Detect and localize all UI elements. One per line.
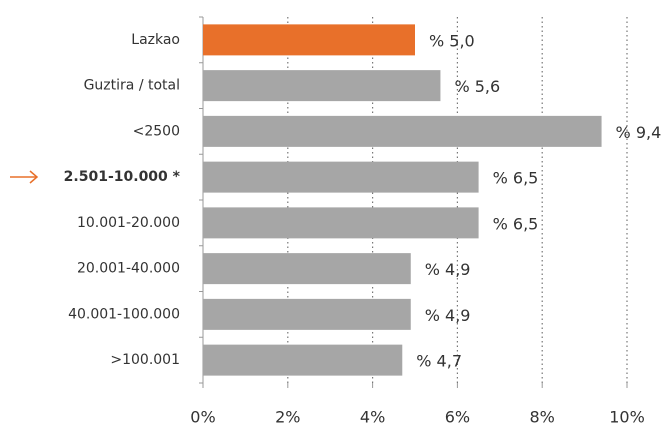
- value-label: % 6,5: [493, 214, 539, 233]
- bar: [203, 161, 479, 193]
- arrow: [10, 170, 39, 184]
- x-tick-label: 10%: [609, 408, 645, 427]
- bar: [203, 70, 441, 102]
- value-label: % 4,7: [416, 352, 462, 371]
- x-tick-label: 4%: [360, 408, 385, 427]
- y-tick-label: 40.001-100.000: [68, 306, 180, 322]
- x-tick-label: 0%: [190, 408, 215, 427]
- y-tick-label: Lazkao: [131, 32, 180, 48]
- value-label: % 4,9: [425, 260, 471, 279]
- y-tick-label: 20.001-40.000: [77, 261, 180, 277]
- x-tick-label: 2%: [275, 408, 300, 427]
- x-tick-label: 8%: [530, 408, 555, 427]
- y-tick-label: 10.001-20.000: [77, 215, 180, 231]
- bar: [203, 298, 411, 330]
- y-tick-label: 2.501-10.000 *: [64, 169, 181, 185]
- y-tick-label: Guztira / total: [84, 78, 180, 94]
- value-label: % 6,5: [493, 169, 539, 188]
- bar: [203, 253, 411, 285]
- x-tick-label: 6%: [445, 408, 470, 427]
- bar: [203, 344, 403, 376]
- y-tick-label: >100.001: [110, 352, 180, 368]
- value-label: % 5,0: [429, 31, 475, 50]
- bar: [203, 115, 602, 147]
- value-label: % 9,4: [616, 123, 662, 142]
- y-tick-label: <2500: [133, 123, 180, 139]
- bar: [203, 24, 415, 56]
- value-label: % 5,6: [454, 77, 500, 96]
- value-label: % 4,9: [425, 306, 471, 325]
- bar: [203, 207, 479, 239]
